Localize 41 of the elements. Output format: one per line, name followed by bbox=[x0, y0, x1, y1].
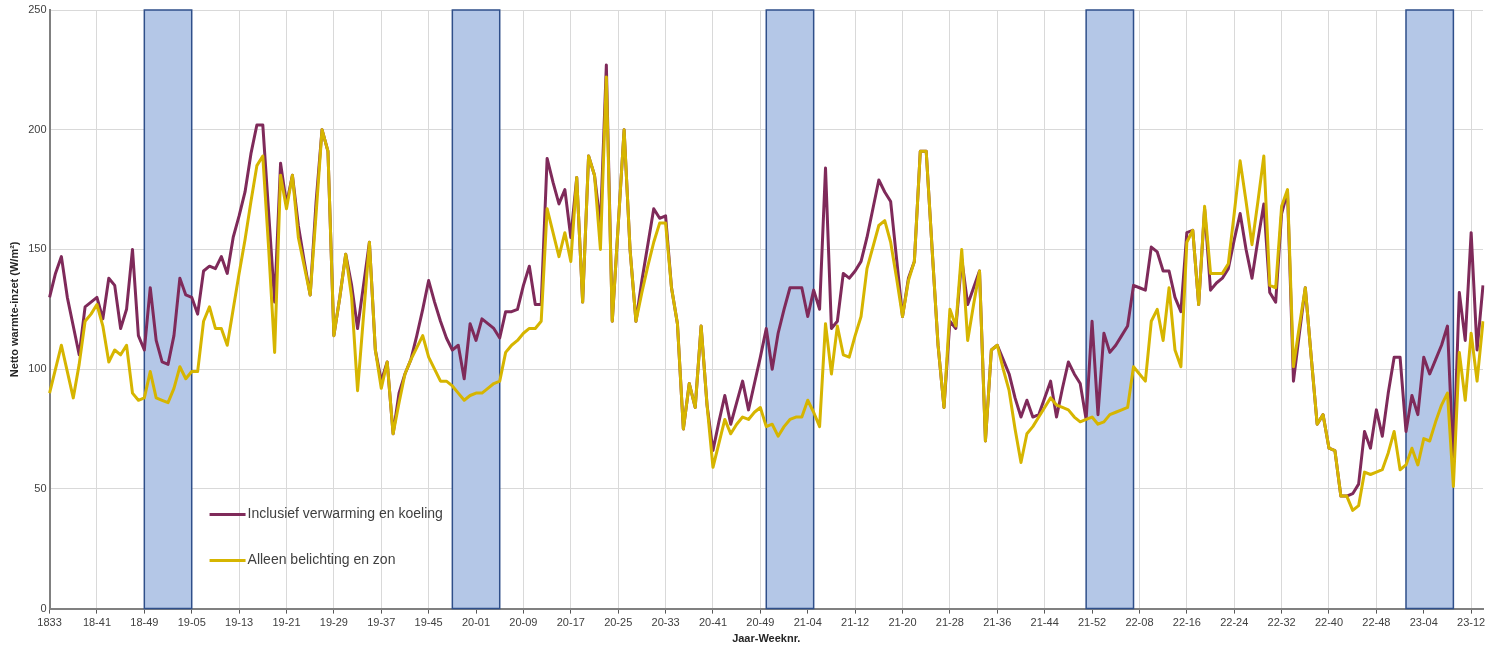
x-tick-label: 18-41 bbox=[82, 616, 112, 629]
x-tick-label: 20-49 bbox=[746, 616, 775, 629]
x-tick-label: 22-24 bbox=[1220, 616, 1249, 629]
x-tick-label: 18-49 bbox=[130, 616, 159, 629]
x-tick-label: 20-01 bbox=[461, 616, 491, 629]
y-axis-title: Netto warmte-inzet (W/m²) bbox=[7, 241, 20, 378]
x-tick-label: 22-16 bbox=[1172, 616, 1201, 629]
x-tick-label: 20-41 bbox=[698, 616, 728, 629]
y-tick-label: 150 bbox=[28, 242, 47, 255]
y-tick-label: 250 bbox=[28, 3, 47, 16]
y-tick-label: 0 bbox=[40, 601, 47, 614]
x-tick-label: 23-12 bbox=[1457, 616, 1486, 629]
x-tick-label: 21-20 bbox=[888, 616, 917, 629]
x-tick-label: 21-28 bbox=[935, 616, 964, 629]
x-tick-label: 22-48 bbox=[1362, 616, 1391, 629]
x-tick-label: 21-12 bbox=[841, 616, 870, 629]
x-tick-label: 22-08 bbox=[1125, 616, 1154, 629]
x-tick-label: 19-13 bbox=[225, 616, 254, 629]
x-axis-title: Jaar-Weeknr. bbox=[732, 632, 801, 645]
x-tick-label: 20-17 bbox=[556, 616, 585, 629]
x-tick-label: 21-52 bbox=[1077, 616, 1107, 629]
x-tick-label: 21-36 bbox=[983, 616, 1012, 629]
legend-label: Inclusief verwarming en koeling bbox=[247, 505, 443, 522]
x-tick-label: 19-29 bbox=[319, 616, 348, 629]
x-tick-label: 19-21 bbox=[272, 616, 301, 629]
x-tick-label: 21-04 bbox=[793, 616, 822, 629]
x-tick-label: 20-25 bbox=[604, 616, 633, 629]
x-tick-label: 20-33 bbox=[651, 616, 680, 629]
x-tick-label: 21-44 bbox=[1030, 616, 1059, 629]
x-tick-label: 1833 bbox=[37, 616, 62, 629]
y-tick-label: 100 bbox=[28, 362, 47, 375]
x-tick-label: 22-40 bbox=[1314, 616, 1344, 629]
x-tick-label: 20-09 bbox=[509, 616, 538, 629]
x-tick-label: 19-05 bbox=[177, 616, 206, 629]
legend-label: Alleen belichting en zon bbox=[247, 551, 396, 568]
x-tick-label: 19-37 bbox=[367, 616, 396, 629]
y-tick-label: 200 bbox=[28, 122, 47, 135]
x-tick-label: 23-04 bbox=[1409, 616, 1438, 629]
y-tick-label: 50 bbox=[34, 481, 47, 494]
x-tick-label: 22-32 bbox=[1267, 616, 1296, 629]
x-tick-label: 19-45 bbox=[414, 616, 443, 629]
